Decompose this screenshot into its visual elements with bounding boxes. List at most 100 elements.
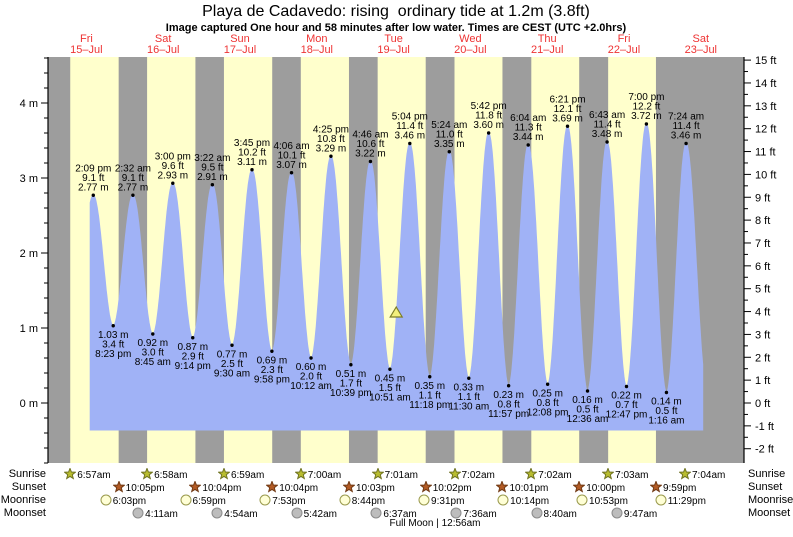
high-tide-m-label: 3.46 m <box>395 131 426 142</box>
high-tide-point-dot <box>368 159 373 164</box>
day-weekday: Sat <box>154 33 172 45</box>
right-axis-label: 3 ft <box>755 329 770 341</box>
low-tide-time-label: 1:16 am <box>648 416 684 427</box>
moonset-icon <box>611 507 623 519</box>
low-tide-ft-label: 2.9 ft <box>182 351 204 362</box>
sunrise-icon-shape <box>63 467 77 480</box>
moonrise-event: 11:29pm <box>655 494 706 508</box>
sunrise-event: 7:03am <box>601 467 649 482</box>
high-tide-ft-label: 11.4 ft <box>594 120 621 131</box>
high-tide-ft-label: 12.2 ft <box>632 102 660 113</box>
moonrise-icon-shape <box>497 494 509 506</box>
day-label: Sun 17–Jul <box>224 34 256 56</box>
sunset-time: 10:00pm <box>586 483 626 494</box>
low-tide-point-dot <box>428 375 432 379</box>
moonrise-icon <box>576 494 588 506</box>
sunrise-icon-shape <box>217 467 231 480</box>
moonset-icon <box>291 507 303 519</box>
high-tide-point-dot <box>565 124 570 128</box>
sunrise-icon-shape <box>601 467 615 480</box>
high-tide-time-label: 3:22 am <box>194 153 230 164</box>
moonrise-time: 7:53pm <box>272 496 306 507</box>
sunrise-event: 6:59am <box>217 467 264 482</box>
moonset-icon <box>450 507 462 519</box>
day-weekday: Thu <box>537 33 557 45</box>
right-axis-label: 12 ft <box>755 124 776 136</box>
low-tide-time-label: 10:12 am <box>290 381 332 392</box>
sunrise-icon <box>524 467 538 480</box>
high-tide-time-label: 7:24 am <box>668 112 704 123</box>
moonrise-event: 8:44pm <box>339 494 385 508</box>
moonset-icon-shape <box>450 507 462 519</box>
high-tide-time-label: 5:24 am <box>431 120 467 131</box>
low-tide-ft-label: 0.8 ft <box>537 398 559 409</box>
high-tide-time-label: 5:04 pm <box>392 112 428 123</box>
right-axis-label: 9 ft <box>755 192 770 204</box>
moonrise-icon-shape <box>259 494 271 506</box>
sunrise-time: 6:58am <box>154 470 188 481</box>
high-tide-ft-label: 10.2 ft <box>238 147 266 158</box>
low-tide-m-label: 1.03 m <box>98 330 129 341</box>
moonset-icon-shape <box>211 507 223 519</box>
sunrise-time: 7:02am <box>538 470 572 481</box>
sunset-row-label-right: Sunset <box>748 481 783 493</box>
moonrise-event: 10:53pm <box>576 494 628 508</box>
sunrise-event: 7:01am <box>370 467 418 482</box>
low-tide-m-label: 0.25 m <box>532 388 563 399</box>
high-tide-point-dot <box>329 154 333 158</box>
sunrise-time: 7:02am <box>461 470 495 481</box>
sunset-icon-shape <box>265 480 279 493</box>
sunset-icon <box>572 480 586 493</box>
moonrise-event: 9:31pm <box>418 494 464 508</box>
moonset-row-label-left: Moonset <box>3 507 46 519</box>
sunrise-event: 7:02am <box>447 467 495 482</box>
sunset-event: 10:05pm <box>112 480 165 495</box>
high-tide-ft-label: 11.8 ft <box>475 111 502 122</box>
high-tide-ft-label: 9.6 ft <box>162 161 184 172</box>
moonrise-row-label-right: Moonrise <box>748 494 793 506</box>
low-tide-point-dot <box>506 384 511 388</box>
sunrise-event: 6:58am <box>140 467 188 482</box>
low-tide-point-dot <box>585 389 590 393</box>
moonset-event: 6:37am <box>370 507 417 521</box>
high-tide-m-label: 3.48 m <box>592 129 623 140</box>
high-tide-time-label: 2:09 pm <box>75 163 111 174</box>
right-axis-label: 6 ft <box>755 261 770 273</box>
moonrise-time: 6:59pm <box>192 496 226 507</box>
low-tide-time-label: 10:39 pm <box>330 388 372 399</box>
high-tide-ft-label: 9.5 ft <box>201 162 223 173</box>
moonset-time: 6:37am <box>383 509 417 520</box>
sunrise-icon <box>447 467 462 480</box>
sunrise-time: 7:01am <box>384 470 418 481</box>
sunrise-icon-shape <box>447 467 462 480</box>
high-tide-ft-label: 9.1 ft <box>122 173 144 184</box>
sunset-icon-shape <box>495 480 510 493</box>
sunset-time: 10:02pm <box>432 483 472 494</box>
high-tide-ft-label: 11.4 ft <box>673 121 700 132</box>
current-tide-marker-icon <box>389 305 404 318</box>
right-axis-label: 7 ft <box>755 238 770 250</box>
sunset-event: 10:02pm <box>419 480 472 495</box>
low-tide-ft-label: 3.0 ft <box>142 348 164 359</box>
moonset-time: 7:36am <box>463 509 497 520</box>
high-tide-point-dot <box>131 193 135 197</box>
sunset-icon <box>649 480 663 493</box>
moonrise-event: 10:14pm <box>497 494 549 508</box>
high-tide-point-dot <box>447 150 451 154</box>
low-tide-ft-label: 2.3 ft <box>261 365 283 376</box>
low-tide-time-label: 12:36 am <box>567 414 609 425</box>
high-tide-m-label: 3.35 m <box>434 139 465 150</box>
moonset-icon <box>531 507 543 519</box>
high-tide-time-label: 5:42 pm <box>471 101 507 112</box>
moonrise-icon-shape <box>576 494 588 506</box>
low-tide-ft-label: 0.5 ft <box>576 405 598 416</box>
low-tide-ft-label: 1.7 ft <box>340 378 362 389</box>
left-axis-label: 2 m <box>20 248 38 260</box>
sunset-icon <box>419 480 433 493</box>
sunrise-event: 7:00am <box>294 467 341 482</box>
right-axis-label: 11 ft <box>755 147 776 159</box>
day-label: Fri 22–Jul <box>608 34 640 56</box>
sunrise-icon <box>370 467 385 480</box>
moonrise-time: 8:44pm <box>351 496 386 507</box>
